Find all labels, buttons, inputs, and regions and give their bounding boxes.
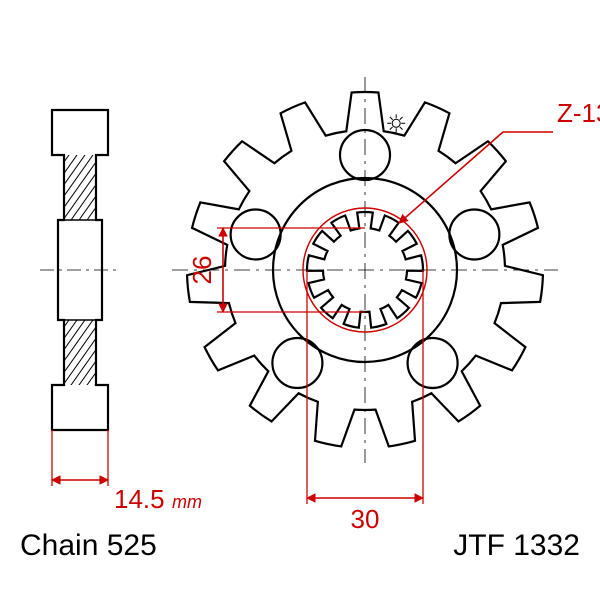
part-number: JTF 1332	[453, 529, 580, 562]
svg-text:14.5: 14.5	[114, 484, 165, 514]
svg-text:mm: mm	[172, 492, 202, 512]
sprocket-technical-drawing: 14.5 mm 26 30 Z-13 Chain 525 JTF 1332	[0, 0, 600, 600]
chain-label: Chain 525	[20, 529, 157, 562]
svg-text:30: 30	[351, 504, 380, 534]
svg-text:26: 26	[187, 256, 217, 285]
dimensions: 14.5 mm 26 30 Z-13	[52, 98, 600, 534]
svg-text:Z-13: Z-13	[557, 98, 600, 128]
